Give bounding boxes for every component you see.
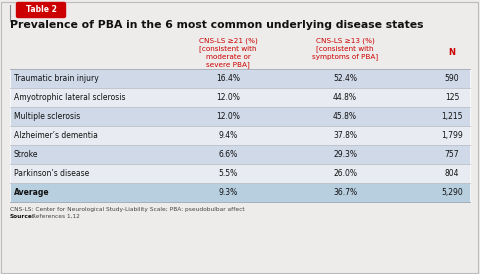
Text: 9.3%: 9.3%	[218, 188, 238, 197]
Bar	[10, 183, 470, 202]
Bar	[10, 126, 470, 145]
Text: CNS-LS: Center for Neurological Study-Liability Scale; PBA: pseudobulbar affect: CNS-LS: Center for Neurological Study-Li…	[10, 207, 245, 212]
Text: 36.7%: 36.7%	[333, 188, 357, 197]
Text: 757: 757	[444, 150, 459, 159]
Text: 45.8%: 45.8%	[333, 112, 357, 121]
Text: 6.6%: 6.6%	[218, 150, 238, 159]
Text: CNS-LS ≥21 (%)
[consistent with
moderate or
severe PBA]: CNS-LS ≥21 (%) [consistent with moderate…	[199, 38, 257, 68]
Text: 37.8%: 37.8%	[333, 131, 357, 140]
Text: 1,215: 1,215	[441, 112, 463, 121]
Bar	[10, 88, 470, 107]
Text: References 1,12: References 1,12	[30, 214, 80, 219]
Text: N: N	[448, 48, 456, 57]
Text: Average: Average	[14, 188, 49, 197]
Text: Table 2: Table 2	[25, 5, 57, 15]
Text: 5,290: 5,290	[441, 188, 463, 197]
Text: Multiple sclerosis: Multiple sclerosis	[14, 112, 80, 121]
Bar	[10, 145, 470, 164]
Text: 12.0%: 12.0%	[216, 93, 240, 102]
Text: 1,799: 1,799	[441, 131, 463, 140]
Bar	[10, 107, 470, 126]
Text: Prevalence of PBA in the 6 most common underlying disease states: Prevalence of PBA in the 6 most common u…	[10, 20, 423, 30]
Text: 26.0%: 26.0%	[333, 169, 357, 178]
Bar	[10, 164, 470, 183]
Text: 12.0%: 12.0%	[216, 112, 240, 121]
Text: 590: 590	[444, 74, 459, 83]
Text: 125: 125	[445, 93, 459, 102]
Text: 804: 804	[445, 169, 459, 178]
FancyBboxPatch shape	[16, 2, 65, 18]
Text: Amyotrophic lateral sclerosis: Amyotrophic lateral sclerosis	[14, 93, 125, 102]
Text: Stroke: Stroke	[14, 150, 38, 159]
Text: 29.3%: 29.3%	[333, 150, 357, 159]
Text: 44.8%: 44.8%	[333, 93, 357, 102]
Text: 9.4%: 9.4%	[218, 131, 238, 140]
Text: Parkinson’s disease: Parkinson’s disease	[14, 169, 89, 178]
Text: Source:: Source:	[10, 214, 35, 219]
Text: 16.4%: 16.4%	[216, 74, 240, 83]
Bar	[10, 69, 470, 88]
Text: Traumatic brain injury: Traumatic brain injury	[14, 74, 99, 83]
Text: Alzheimer’s dementia: Alzheimer’s dementia	[14, 131, 98, 140]
Text: 52.4%: 52.4%	[333, 74, 357, 83]
Text: CNS-LS ≥13 (%)
[consistent with
symptoms of PBA]: CNS-LS ≥13 (%) [consistent with symptoms…	[312, 38, 378, 61]
Text: 5.5%: 5.5%	[218, 169, 238, 178]
